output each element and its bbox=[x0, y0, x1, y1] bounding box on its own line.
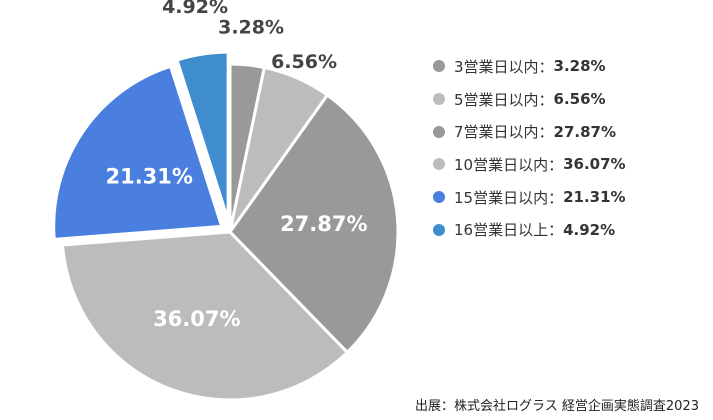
legend-label: 3営業日以内： bbox=[454, 57, 554, 76]
legend-item: 7営業日以内： 27.87% bbox=[433, 115, 626, 148]
legend-item: 3営業日以内： 3.28% bbox=[433, 50, 626, 83]
chart-legend: 3営業日以内： 3.28% 5営業日以内： 6.56% 7営業日以内： 27.87% 10営… bbox=[433, 50, 626, 246]
legend-marker bbox=[433, 60, 445, 73]
pie-slice bbox=[52, 64, 224, 241]
legend-marker bbox=[433, 93, 445, 106]
slice-data-label: 21.31% bbox=[105, 165, 192, 189]
legend-value: 4.92% bbox=[563, 220, 616, 239]
legend-value: 36.07% bbox=[563, 155, 626, 174]
legend-value: 6.56% bbox=[553, 90, 606, 109]
legend-label: 10営業日以内： bbox=[454, 155, 564, 174]
legend-label: 5営業日以内： bbox=[454, 90, 554, 109]
legend-label: 7営業日以内： bbox=[454, 123, 554, 142]
legend-item: 15営業日以内： 21.31% bbox=[433, 181, 626, 214]
slice-data-label: 6.56% bbox=[271, 51, 337, 73]
legend-value: 27.87% bbox=[553, 122, 617, 141]
legend-item: 10営業日以内： 36.07% bbox=[433, 148, 626, 181]
legend-marker bbox=[433, 125, 445, 138]
pie-slice bbox=[175, 50, 230, 221]
legend-marker bbox=[433, 158, 445, 171]
legend-value: 3.28% bbox=[553, 57, 606, 76]
legend-label: 15営業日以内： bbox=[454, 188, 564, 207]
legend-marker bbox=[433, 223, 445, 236]
pie-slice bbox=[228, 93, 400, 355]
legend-label: 16営業日以上： bbox=[454, 221, 564, 240]
slice-data-label: 4.92% bbox=[162, 0, 228, 18]
pie-slice bbox=[60, 230, 350, 402]
legend-marker bbox=[433, 191, 445, 204]
slice-data-label: 27.87% bbox=[280, 212, 367, 236]
source-note: 出展：株式会社ログラス 経営企画実態調査2023 bbox=[415, 399, 699, 414]
legend-item: 5営業日以内： 6.56% bbox=[433, 83, 626, 116]
legend-value: 21.31% bbox=[563, 188, 626, 207]
legend-item: 16営業日以上： 4.92% bbox=[433, 213, 626, 246]
slice-data-label: 36.07% bbox=[153, 307, 240, 331]
slice-data-label: 3.28% bbox=[218, 17, 284, 39]
